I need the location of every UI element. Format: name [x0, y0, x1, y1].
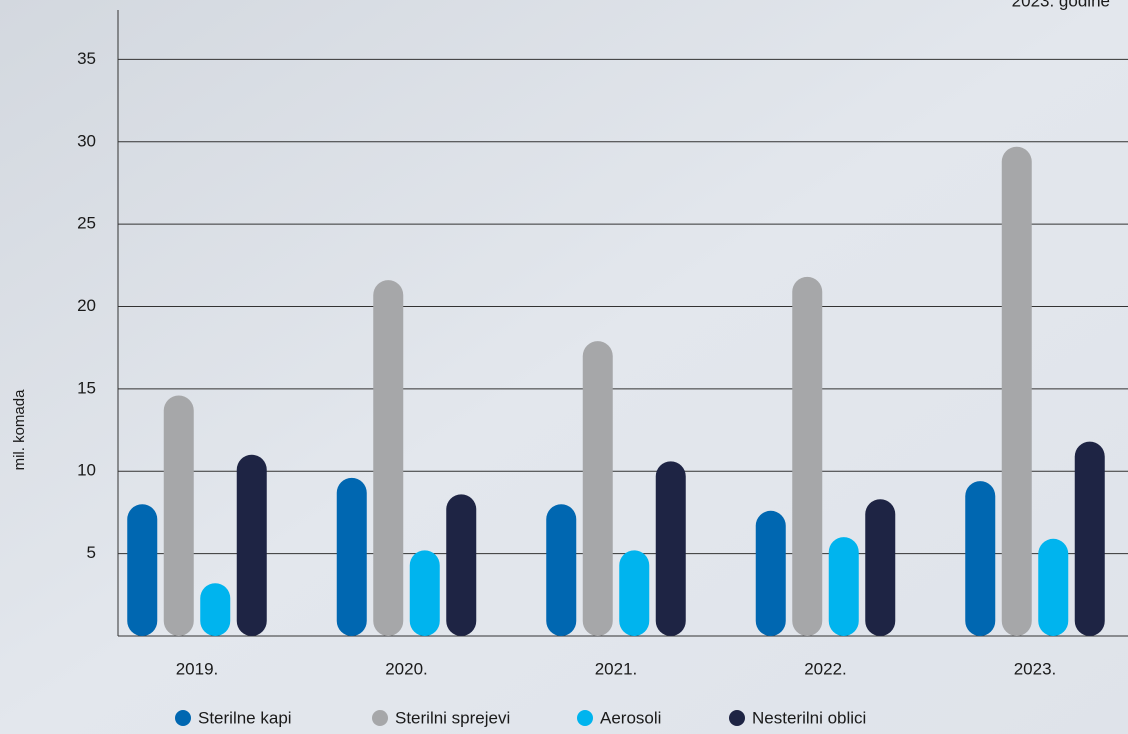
bar — [1001, 146, 1032, 637]
x-tick-label: 2020. — [385, 659, 428, 678]
x-tick-label: 2021. — [595, 659, 638, 678]
bar — [965, 481, 996, 636]
x-tick-label: 2023. — [1014, 659, 1057, 678]
bar — [865, 499, 896, 636]
legend-swatch — [175, 710, 191, 726]
bar — [1038, 538, 1069, 636]
y-tick-label: 25 — [77, 214, 96, 233]
bar — [409, 550, 440, 636]
legend-swatch — [577, 710, 593, 726]
bar — [373, 280, 404, 636]
bar — [446, 494, 477, 636]
legend-label: Aerosoli — [600, 708, 661, 727]
legend-swatch — [729, 710, 745, 726]
y-tick-label: 5 — [87, 543, 96, 562]
legend-label: Nesterilni oblici — [752, 708, 866, 727]
bar — [127, 504, 158, 636]
y-tick-label: 15 — [77, 378, 96, 397]
bar — [336, 477, 367, 636]
bar — [546, 504, 577, 636]
bar — [619, 550, 650, 636]
y-tick-label: 35 — [77, 49, 96, 68]
bar — [200, 583, 231, 636]
y-tick-label: 10 — [77, 461, 96, 480]
y-tick-label: 30 — [77, 131, 96, 150]
legend-label: Sterilne kapi — [198, 708, 292, 727]
legend-swatch — [372, 710, 388, 726]
annotation: 2023. godine — [1012, 0, 1110, 10]
y-axis-label: mil. komada — [11, 389, 28, 471]
bar — [828, 537, 859, 636]
bar — [163, 395, 194, 636]
y-tick-label: 20 — [77, 296, 96, 315]
bar — [1074, 441, 1105, 636]
legend-label: Sterilni sprejevi — [395, 708, 510, 727]
bar — [792, 276, 823, 636]
bar — [236, 454, 267, 636]
bar — [655, 461, 686, 636]
bar — [755, 510, 786, 636]
bar — [582, 341, 613, 636]
x-tick-label: 2022. — [804, 659, 847, 678]
x-tick-label: 2019. — [176, 659, 219, 678]
